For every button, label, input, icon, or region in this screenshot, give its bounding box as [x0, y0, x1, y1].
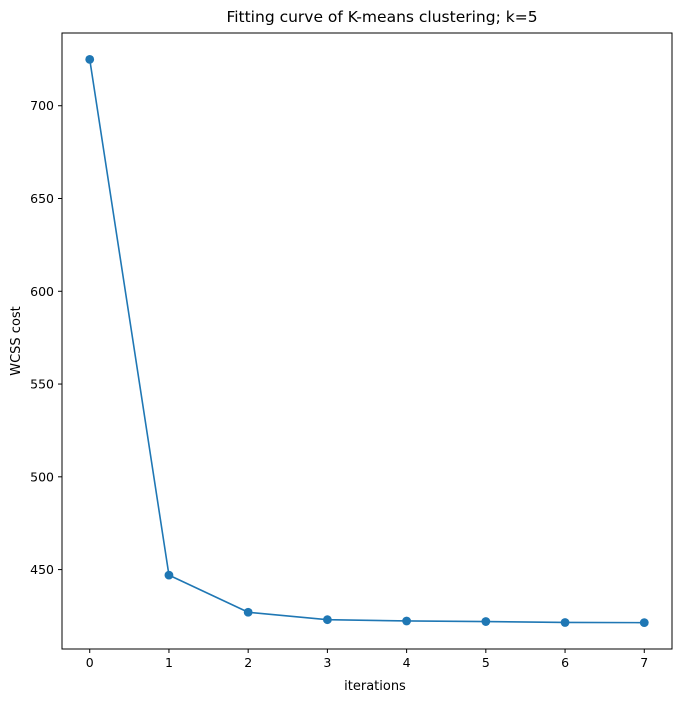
y-tick-label: 500 [30, 469, 54, 484]
series-line [88, 59, 645, 624]
y-tick-label: 650 [30, 191, 54, 206]
x-tick-label: 1 [165, 655, 173, 670]
data-point [322, 615, 332, 625]
data-point [560, 618, 570, 627]
x-axis: 0 1 2 3 4 5 6 7 [86, 649, 648, 670]
y-tick-label: 550 [30, 377, 54, 392]
y-axis: 450 500 550 600 650 700 [30, 98, 62, 577]
series-layer [85, 54, 649, 628]
chart-title: Fitting curve of K-means clustering; k=5 [226, 8, 537, 26]
data-point [243, 607, 253, 617]
x-tick-label: 2 [244, 655, 252, 670]
data-point [402, 616, 412, 626]
data-point [639, 618, 649, 628]
data-point [85, 54, 95, 64]
y-tick-label: 450 [30, 562, 54, 577]
data-point [481, 617, 491, 626]
y-axis-label: WCSS cost [9, 306, 24, 376]
plot-frame [61, 32, 673, 650]
x-tick-label: 0 [86, 655, 94, 670]
plot-area [61, 32, 673, 650]
x-tick-label: 5 [482, 655, 490, 670]
data-point [164, 570, 174, 580]
x-tick-label: 3 [323, 655, 331, 670]
y-tick-label: 600 [30, 284, 54, 299]
x-tick-label: 7 [640, 655, 648, 670]
y-tick-label: 700 [30, 98, 54, 113]
x-tick-label: 6 [561, 655, 569, 670]
x-axis-label: iterations [344, 679, 406, 694]
x-tick-label: 4 [403, 655, 411, 670]
